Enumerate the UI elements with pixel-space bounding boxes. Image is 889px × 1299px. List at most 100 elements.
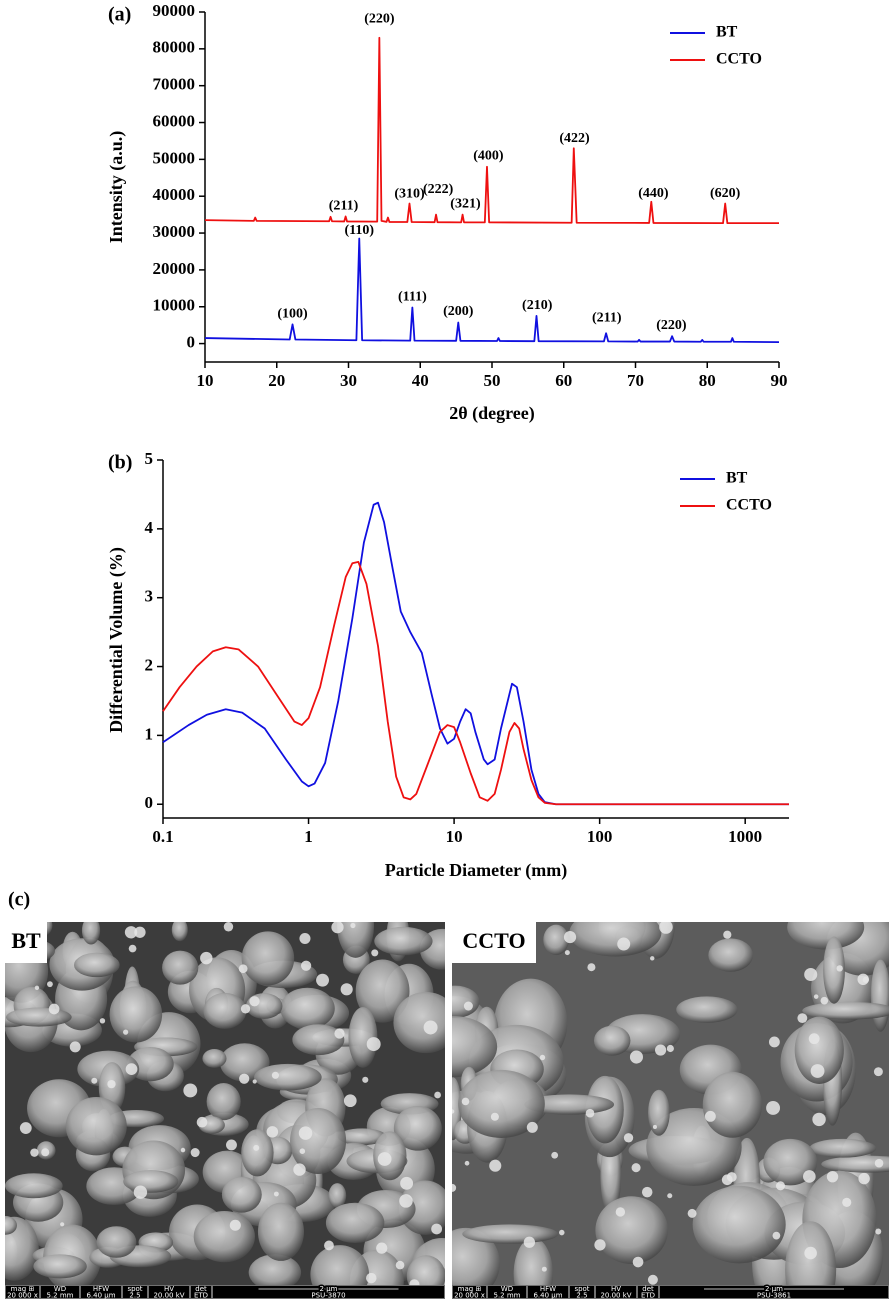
small-particle xyxy=(631,1163,641,1173)
small-particle xyxy=(650,956,655,961)
small-particle xyxy=(316,973,329,987)
small-particle xyxy=(124,926,138,939)
small-particle xyxy=(298,1126,313,1140)
info-value: 2.5 xyxy=(576,1292,587,1299)
y-tick-label: 3 xyxy=(145,587,154,606)
small-particle xyxy=(340,983,353,996)
data-line xyxy=(162,560,789,806)
small-particle xyxy=(489,1159,502,1172)
grain xyxy=(254,1063,322,1091)
info-value: 5.2 mm xyxy=(494,1292,521,1299)
grain xyxy=(310,1245,370,1285)
grain xyxy=(393,991,445,1054)
grain xyxy=(257,1202,304,1261)
small-particle xyxy=(409,1279,420,1285)
grain xyxy=(337,922,375,958)
info-header: HV xyxy=(164,1285,174,1293)
small-particle xyxy=(804,1246,817,1260)
grain xyxy=(123,1170,179,1193)
small-particle xyxy=(399,1194,413,1208)
scale-label: 2 µm xyxy=(320,1285,338,1293)
x-axis-label: 2θ (degree) xyxy=(449,403,535,424)
small-particle xyxy=(60,1222,65,1227)
small-particle xyxy=(623,1133,634,1143)
small-particle xyxy=(461,1097,470,1106)
info-header: HFW xyxy=(540,1285,556,1293)
small-particle xyxy=(659,922,673,934)
small-particle xyxy=(836,965,843,972)
small-particle xyxy=(813,994,819,999)
small-particle xyxy=(666,1044,674,1053)
x-tick-label: 70 xyxy=(627,371,644,390)
x-tick-label: 50 xyxy=(484,371,501,390)
small-particle xyxy=(873,1067,883,1077)
grain xyxy=(280,987,335,1030)
info-header: spot xyxy=(574,1285,589,1293)
info-header: spot xyxy=(127,1285,142,1293)
grain xyxy=(328,1183,347,1209)
grain xyxy=(374,926,433,956)
small-particle xyxy=(99,1018,106,1024)
info-header: det xyxy=(195,1285,207,1293)
grain xyxy=(648,1089,670,1136)
small-particle xyxy=(226,1139,237,1151)
small-particle xyxy=(652,1124,657,1129)
x-tick-label: 40 xyxy=(412,371,429,390)
small-particle xyxy=(239,1073,250,1084)
small-particle xyxy=(723,930,732,939)
small-particle xyxy=(857,973,869,986)
small-particle xyxy=(687,1208,697,1218)
y-tick-label: 30000 xyxy=(153,222,196,241)
small-particle xyxy=(431,1223,443,1235)
small-particle xyxy=(200,951,213,965)
small-particle xyxy=(334,1028,345,1039)
grain xyxy=(593,1025,631,1056)
small-particle xyxy=(808,1033,820,1045)
grain xyxy=(809,1138,877,1158)
small-particle xyxy=(452,1183,457,1192)
grain xyxy=(96,1226,137,1258)
small-particle xyxy=(331,922,344,934)
small-particle xyxy=(632,1256,644,1268)
small-particle xyxy=(324,1240,334,1251)
small-particle xyxy=(128,944,137,953)
small-particle xyxy=(826,1170,839,1183)
info-header: WD xyxy=(501,1285,513,1293)
peak-label: (321) xyxy=(450,197,481,212)
small-particle xyxy=(253,1144,260,1151)
info-value: 6.40 µm xyxy=(533,1292,562,1299)
small-particle xyxy=(190,1148,200,1158)
grain xyxy=(337,1128,387,1146)
peak-label: (211) xyxy=(329,198,359,213)
x-tick-label: 10 xyxy=(197,371,214,390)
grain xyxy=(821,1155,889,1173)
peak-label: (310) xyxy=(394,187,425,202)
x-tick-label: 90 xyxy=(771,371,788,390)
small-particle xyxy=(376,1242,388,1254)
small-particle xyxy=(539,1054,546,1061)
peak-label: (440) xyxy=(638,186,669,201)
grain xyxy=(458,1069,545,1138)
small-particle xyxy=(240,1004,251,1014)
grain xyxy=(171,922,188,942)
small-particle xyxy=(293,1163,306,1176)
grain xyxy=(348,1007,378,1068)
small-particle xyxy=(299,932,311,945)
small-particle xyxy=(617,937,631,951)
grain xyxy=(543,924,569,956)
peak-label: (620) xyxy=(710,186,741,201)
small-particle xyxy=(343,1094,357,1108)
info-header: det xyxy=(642,1285,654,1293)
small-particle xyxy=(804,967,818,982)
y-tick-label: 0 xyxy=(145,793,154,812)
small-particle xyxy=(797,1013,808,1024)
grain xyxy=(676,996,738,1023)
peak-label: (222) xyxy=(423,182,454,197)
sem-label: BT xyxy=(11,928,41,953)
grain xyxy=(221,1176,262,1213)
label-box xyxy=(5,922,47,963)
small-particle xyxy=(350,922,356,929)
grain xyxy=(802,1001,889,1020)
small-particle xyxy=(362,1076,369,1083)
grain xyxy=(462,1224,559,1244)
